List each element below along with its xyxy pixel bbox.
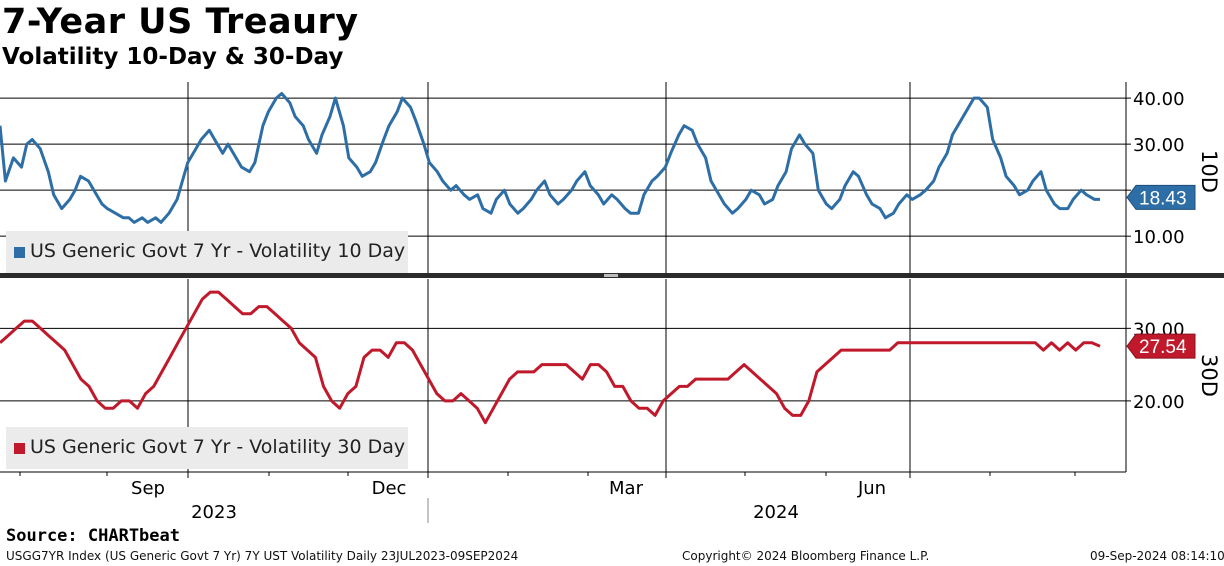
last-value-tag-30d-shape xyxy=(1126,333,1196,359)
panel-10d: 10.00 30.00 40.00 18.43 10D xyxy=(0,82,1221,274)
ytick-label-10d-30: 30.00 xyxy=(1133,135,1185,156)
x-label-dec: Dec xyxy=(372,478,407,499)
x-label-jun: Jun xyxy=(857,478,886,499)
last-value-tag-10d-shape xyxy=(1126,184,1196,210)
chart-subtitle: Volatility 10-Day & 30-Day xyxy=(2,44,344,70)
footer-index-info: USGG7YR Index (US Generic Govt 7 Yr) 7Y … xyxy=(6,549,519,563)
last-value-tag-30d-text: 27.54 xyxy=(1139,337,1187,358)
x-axis: Sep Dec Mar Jun 2023 2024 xyxy=(0,471,1126,523)
panel-10d-axis-label: 10D xyxy=(1197,150,1221,193)
panel-divider-grip[interactable] xyxy=(604,274,618,277)
x-label-sep: Sep xyxy=(131,478,165,499)
x-axis-ticks xyxy=(19,472,1076,478)
panel-30d-axis-label: 30D xyxy=(1197,354,1221,397)
legend-10d-label: US Generic Govt 7 Yr - Volatility 10 Day xyxy=(30,240,406,262)
ytick-label-10d-40: 40.00 xyxy=(1133,89,1185,110)
legend-30d-swatch xyxy=(14,443,25,454)
x-label-year-2024: 2024 xyxy=(753,502,799,523)
legend-30d: US Generic Govt 7 Yr - Volatility 30 Day xyxy=(6,427,408,469)
last-value-tag-30d: 27.54 xyxy=(1126,333,1196,359)
ytick-label-30d-20: 20.00 xyxy=(1133,392,1185,413)
legend-30d-label: US Generic Govt 7 Yr - Volatility 30 Day xyxy=(30,436,406,458)
footer-copyright: Copyright© 2024 Bloomberg Finance L.P. xyxy=(682,549,930,563)
panel-10d-y-ticks: 10.00 30.00 40.00 xyxy=(1126,89,1185,248)
last-value-tag-10d-text: 18.43 xyxy=(1139,188,1187,209)
chart-title: 7-Year US Treaury xyxy=(2,2,359,42)
legend-10d: US Generic Govt 7 Yr - Volatility 10 Day xyxy=(6,231,408,273)
footer-timestamp: 09-Sep-2024 08:14:10 xyxy=(1090,549,1224,563)
x-label-mar: Mar xyxy=(609,478,644,499)
volatility-30d-line xyxy=(0,290,1101,425)
ytick-label-10d-10: 10.00 xyxy=(1133,227,1185,248)
x-label-year-2023: 2023 xyxy=(191,502,237,523)
last-value-tag-10d: 18.43 xyxy=(1126,184,1196,210)
source-note: Source: CHARTbeat xyxy=(6,526,180,546)
legend-10d-swatch xyxy=(14,247,25,258)
volatility-10d-line xyxy=(0,92,1100,224)
